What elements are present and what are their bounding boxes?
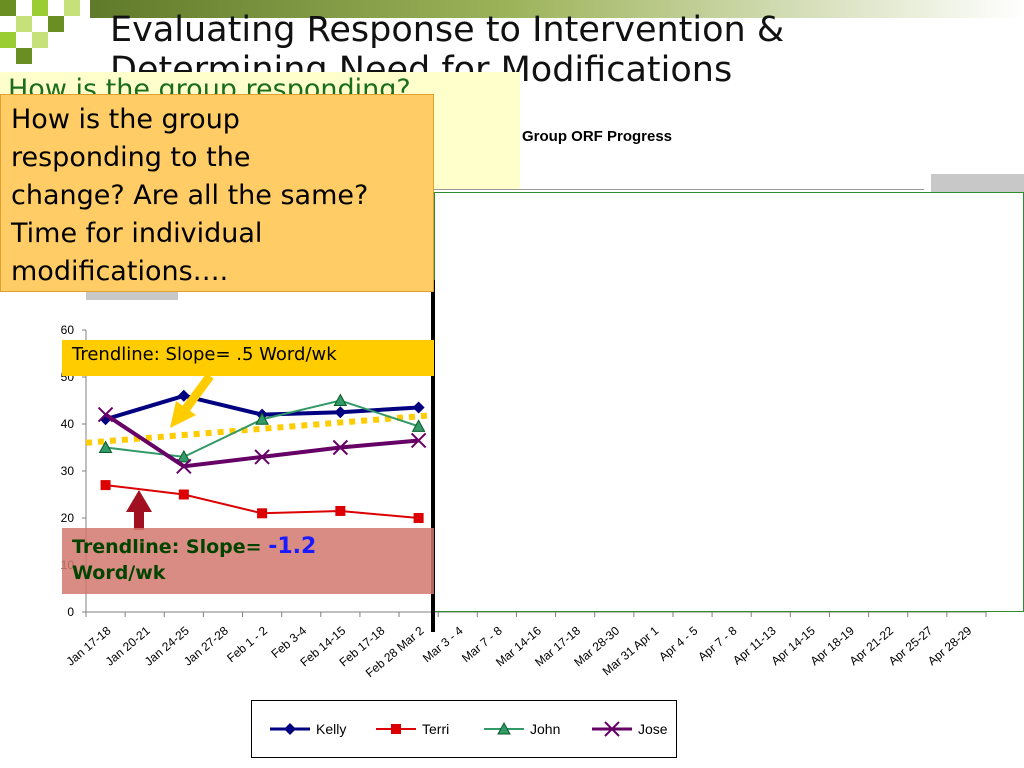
gray-tab-left	[86, 290, 178, 300]
y-tick-label: 0	[67, 605, 74, 619]
x-tick-label: Feb 1 - 2	[224, 623, 270, 665]
point-terri	[413, 513, 424, 523]
y-tick-label: 40	[61, 417, 75, 431]
vertical-divider	[431, 280, 435, 632]
trendline	[85, 410, 458, 446]
legend-item-terri: Terri	[376, 721, 449, 737]
point-jose	[332, 439, 349, 456]
blank-panel	[434, 192, 1024, 612]
trendline-negative-prefix: Trendline: Slope=	[72, 536, 269, 558]
yellow-arrow-icon	[170, 401, 196, 428]
trendline-negative-value: -1.2	[268, 534, 317, 559]
legend-item-jose: Jose	[592, 721, 668, 737]
legend-marker-kelly	[284, 723, 296, 735]
point-terri	[257, 508, 268, 519]
chart-legend: Kelly Terri John Jose	[251, 700, 677, 758]
legend-item-john: John	[484, 721, 560, 737]
legend-marker-john	[497, 721, 511, 735]
trendline-negative-label: Trendline: Slope= -1.2 Word/wk	[62, 528, 434, 594]
x-tick-label: Mar 3 - 4	[420, 623, 466, 665]
x-tick-label: Jan 27-28	[181, 623, 231, 668]
underline-rule	[434, 189, 924, 190]
question-callout: How is the group responding to the chang…	[0, 94, 434, 292]
point-kelly	[177, 389, 190, 402]
red-arrow-shaft	[134, 510, 144, 530]
point-jose	[254, 449, 270, 465]
y-tick-label: 30	[61, 464, 75, 478]
yellow-arrow-shaft	[181, 373, 214, 413]
trendline-positive-label: Trendline: Slope= .5 Word/wk	[62, 340, 434, 376]
point-terri	[100, 480, 111, 491]
point-jose	[410, 432, 427, 449]
legend-marker-jose	[604, 721, 620, 737]
x-tick-label: Apr 4 - 5	[656, 623, 701, 664]
point-john	[333, 393, 348, 406]
point-kelly	[334, 406, 347, 419]
point-john	[176, 449, 191, 463]
legend-label-kelly: Kelly	[316, 721, 346, 737]
point-john	[411, 419, 426, 432]
x-tick-label: Apr 28-29	[925, 623, 975, 668]
legend-item-kelly: Kelly	[270, 721, 346, 737]
legend-label-jose: Jose	[638, 721, 668, 737]
point-john	[255, 412, 269, 425]
header-gradient-bar	[90, 0, 1024, 18]
gray-tab-right	[931, 174, 1024, 192]
point-jose	[97, 406, 114, 423]
logo-squares-icon	[0, 0, 80, 64]
point-terri	[178, 489, 189, 500]
legend-label-terri: Terri	[422, 721, 449, 737]
trendline-negative-suffix: Word/wk	[72, 562, 166, 584]
point-john	[98, 440, 113, 453]
point-jose	[176, 458, 192, 475]
point-terri	[335, 505, 346, 516]
y-tick-label: 20	[61, 511, 75, 525]
legend-label-john: John	[530, 721, 560, 737]
legend-marker-terri	[391, 724, 401, 734]
y-tick-label: 60	[61, 323, 75, 337]
point-kelly	[412, 401, 425, 414]
chart-title: Group ORF Progress	[522, 128, 673, 145]
red-arrow-icon	[126, 490, 152, 512]
